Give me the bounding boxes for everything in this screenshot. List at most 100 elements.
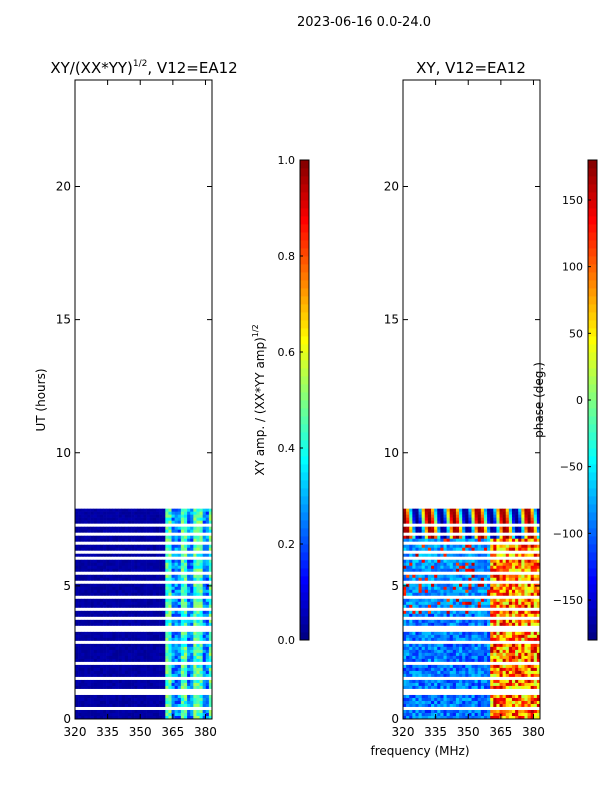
heatmap-cell — [483, 538, 488, 543]
x-tick-label: 350 — [129, 725, 152, 739]
heatmap-cell — [93, 517, 98, 521]
heatmap-cell — [115, 559, 119, 564]
heatmap-cell — [421, 538, 426, 543]
heatmap-cell — [152, 688, 157, 693]
heatmap-cell — [493, 580, 497, 585]
heatmap-cell — [524, 553, 528, 558]
heatmap-cell — [109, 658, 113, 663]
heatmap-cell — [205, 586, 210, 591]
heatmap-cell — [90, 700, 94, 705]
heatmap-cell — [434, 619, 438, 624]
heatmap-cell — [162, 709, 166, 714]
heatmap-cell — [459, 556, 463, 561]
heatmap-cell — [446, 610, 450, 615]
heatmap-cell — [155, 550, 160, 555]
heatmap-cell — [121, 616, 126, 621]
heatmap-cell — [530, 514, 535, 518]
heatmap-cell — [149, 703, 154, 708]
heatmap-cell — [159, 562, 163, 567]
heatmap-cell — [424, 532, 429, 536]
heatmap-cell — [93, 508, 98, 512]
heatmap-cell — [490, 595, 494, 600]
heatmap-cell — [171, 550, 175, 555]
colorbar-tick-label: 0.2 — [278, 538, 296, 551]
heatmap-cell — [496, 565, 500, 570]
heatmap-cell — [196, 643, 200, 648]
heatmap-cell — [106, 559, 110, 564]
heatmap-cell — [499, 592, 503, 597]
heatmap-cell — [152, 562, 157, 567]
heatmap-cell — [112, 622, 116, 627]
heatmap-cell — [93, 541, 98, 546]
heatmap-cell — [84, 703, 88, 708]
heatmap-cell — [174, 700, 179, 705]
heatmap-cell — [415, 535, 419, 540]
heatmap-cell — [99, 565, 104, 570]
heatmap-cell — [431, 511, 435, 515]
heatmap-cell — [131, 661, 135, 666]
heatmap-cell — [109, 691, 113, 696]
heatmap-cell — [524, 547, 528, 552]
heatmap-cell — [99, 556, 104, 561]
heatmap-cell — [471, 541, 475, 546]
heatmap-cell — [174, 520, 179, 524]
heatmap-cell — [121, 604, 126, 609]
heatmap-cell — [536, 580, 541, 585]
heatmap-cell — [168, 532, 172, 536]
heatmap-cell — [190, 613, 194, 618]
heatmap-cell — [409, 529, 413, 533]
heatmap-cell — [109, 607, 113, 612]
heatmap-cell — [208, 709, 213, 714]
heatmap-cell — [140, 616, 144, 621]
heatmap-cell — [177, 541, 182, 546]
heatmap-cell — [418, 577, 422, 582]
heatmap-cell — [162, 670, 166, 675]
heatmap-cell — [81, 556, 85, 561]
heatmap-cell — [427, 526, 432, 530]
heatmap-cell — [477, 583, 482, 588]
heatmap-cell — [468, 523, 472, 527]
heatmap-cell — [193, 694, 197, 699]
heatmap-cell — [87, 538, 91, 543]
heatmap-cell — [137, 544, 141, 549]
heatmap-cell — [143, 700, 147, 705]
heatmap-cell — [96, 571, 101, 576]
heatmap-cell — [112, 583, 116, 588]
heatmap-cell — [177, 634, 182, 639]
heatmap-cell — [515, 571, 519, 576]
heatmap-cell — [530, 607, 535, 612]
heatmap-cell — [196, 658, 200, 663]
heatmap-cell — [421, 565, 426, 570]
heatmap-cell — [415, 529, 419, 533]
heatmap-cell — [477, 613, 482, 618]
heatmap-cell — [168, 688, 172, 693]
heatmap-cell — [403, 601, 407, 606]
heatmap-cell — [165, 652, 169, 657]
heatmap-cell — [127, 532, 132, 536]
heatmap-cell — [521, 538, 525, 543]
heatmap-cell — [205, 517, 210, 521]
heatmap-cell — [449, 562, 454, 567]
heatmap-cell — [455, 592, 460, 597]
heatmap-cell — [477, 616, 482, 621]
heatmap-cell — [84, 622, 88, 627]
heatmap-cell — [90, 682, 94, 687]
colorbar-step — [300, 616, 309, 625]
heatmap-cell — [174, 559, 179, 564]
heatmap-cell — [424, 550, 429, 555]
heatmap-cell — [480, 592, 485, 597]
heatmap-cell — [412, 592, 416, 597]
heatmap-cell — [474, 529, 479, 533]
heatmap-cell — [90, 604, 94, 609]
heatmap-cell — [196, 574, 200, 579]
heatmap-cell — [183, 700, 188, 705]
heatmap-cell — [205, 640, 210, 645]
heatmap-cell — [118, 529, 122, 533]
heatmap-cell — [137, 568, 141, 573]
heatmap-cell — [171, 625, 175, 630]
heatmap-cell — [474, 610, 479, 615]
heatmap-cell — [415, 577, 419, 582]
heatmap-cell — [508, 520, 513, 524]
colorbar-step — [300, 440, 309, 449]
heatmap-cell — [171, 649, 175, 654]
